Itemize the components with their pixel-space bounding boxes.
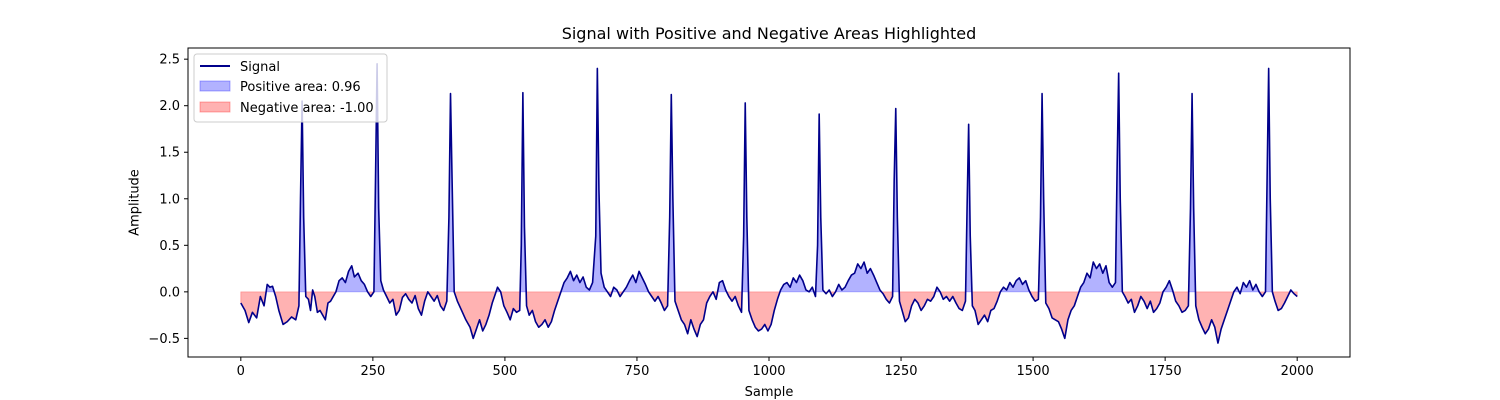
legend: Signal Positive area: 0.96 Negative area… — [193, 53, 388, 123]
legend-label-positive-area: Positive area: 0.96 — [240, 80, 361, 95]
legend-positive-swatch — [199, 80, 231, 92]
series-lines — [240, 63, 1298, 344]
y-axis-ticks: −0.5 0.0 0.5 1.0 1.5 2.0 2.5 — [148, 53, 188, 347]
legend-label-negative-area: Negative area: -1.00 — [240, 101, 374, 116]
y-tick-label: 0.5 — [159, 239, 180, 254]
y-axis-label: Amplitude — [128, 169, 143, 236]
x-tick-label: 500 — [492, 364, 517, 379]
x-axis-ticks: 0 250 500 750 1000 1250 1500 1750 2000 — [237, 357, 1314, 379]
x-tick-label: 1500 — [1017, 364, 1050, 379]
legend-box — [193, 53, 388, 123]
y-tick-label: 2.5 — [159, 53, 180, 68]
y-tick-label: 1.5 — [159, 146, 180, 161]
legend-label-signal: Signal — [240, 60, 280, 75]
y-tick-label: 0.0 — [159, 285, 180, 300]
x-tick-label: 750 — [625, 364, 650, 379]
y-tick-label: 1.0 — [159, 192, 180, 207]
x-tick-label: 2000 — [1281, 364, 1314, 379]
x-tick-label: 1000 — [752, 364, 785, 379]
x-axis-label: Sample — [745, 385, 794, 400]
legend-negative-swatch — [199, 101, 231, 113]
x-tick-label: 1750 — [1149, 364, 1182, 379]
x-tick-label: 1250 — [884, 364, 917, 379]
chart-title: Signal with Positive and Negative Areas … — [562, 24, 977, 43]
series-line-signal — [240, 63, 1298, 344]
y-tick-label: 2.0 — [159, 99, 180, 114]
y-tick-label: −0.5 — [148, 332, 180, 347]
x-tick-label: 250 — [360, 364, 385, 379]
x-tick-label: 0 — [237, 364, 245, 379]
